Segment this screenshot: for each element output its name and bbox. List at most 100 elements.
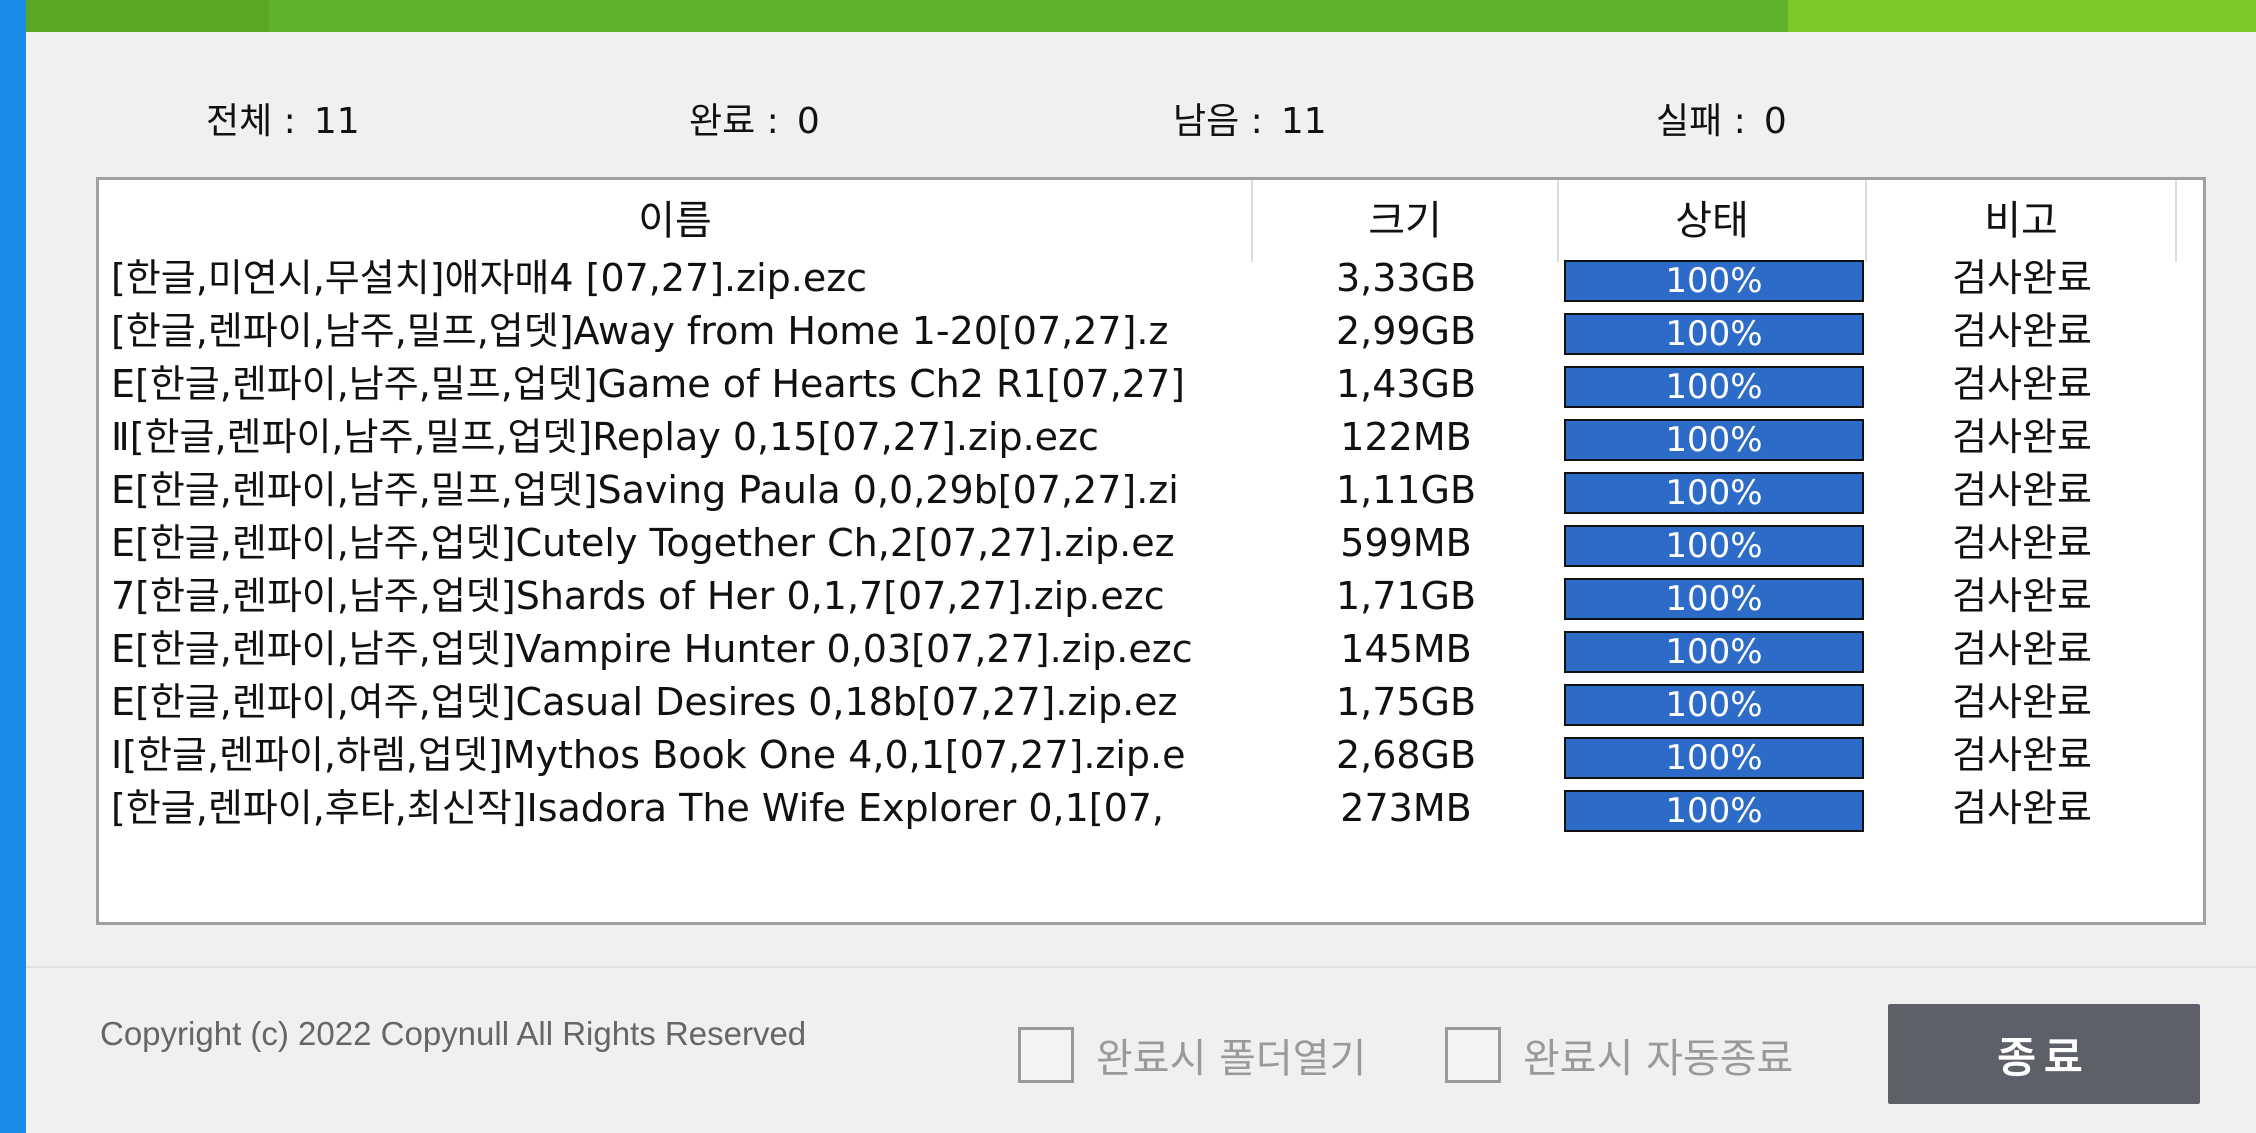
status-progress-text: 100%	[1665, 579, 1763, 619]
table-row[interactable]: Ⅱ[한글,렌파이,남주,밀프,업뎃]Replay 0,15[07,27].zip…	[99, 411, 2203, 464]
file-size-cell: 2,68GB	[1335, 733, 1477, 777]
status-progress-fill	[1566, 633, 1862, 671]
file-size-cell: 1,11GB	[1335, 468, 1477, 512]
open-folder-label[interactable]: 완료시 폴더열기	[1096, 1036, 1367, 1082]
status-progress-fill	[1566, 315, 1862, 353]
status-progress-text: 100%	[1665, 526, 1763, 566]
status-progress-bar: 100%	[1564, 737, 1864, 779]
done-count: 완료 : 0	[689, 92, 820, 144]
note-cell: 검사완료	[1952, 627, 2092, 671]
note-cell: 검사완료	[1952, 521, 2092, 565]
note-cell: 검사완료	[1952, 256, 2092, 300]
status-progress-bar: 100%	[1564, 419, 1864, 461]
open-folder-checkbox[interactable]: 완료시 폴더열기	[1018, 1025, 1366, 1085]
exit-button[interactable]: 종료	[1888, 1004, 2200, 1104]
overall-progress-fill	[269, 0, 1788, 32]
table-row[interactable]: [한글,미연시,무설치]애자매4 [07,27].zip.ezc 3,33GB 10…	[99, 252, 2203, 305]
status-progress-fill	[1566, 421, 1862, 459]
table-row[interactable]: E[한글,렌파이,여주,업뎃]Casual Desires 0,18b[07,2…	[99, 676, 2203, 729]
table-row[interactable]: E[한글,렌파이,남주,업뎃]Vampire Hunter 0,03[07,27…	[99, 623, 2203, 676]
summary-counts: 전체 : 11 완료 : 0 남음 : 11 실패 : 0	[26, 92, 2256, 142]
table-row[interactable]: [한글,렌파이,남주,밀프,업뎃]Away from Home 1-20[07,…	[99, 305, 2203, 358]
overall-progress-bar	[26, 0, 2256, 32]
file-size-cell: 2,99GB	[1335, 309, 1477, 353]
column-header-status[interactable]: 상태	[1559, 180, 1867, 262]
copyright-text: Copyright (c) 2022 Copynull All Rights R…	[100, 1015, 807, 1052]
file-size-cell: 273MB	[1340, 786, 1472, 830]
note-cell: 검사완료	[1952, 786, 2092, 830]
status-progress-bar: 100%	[1564, 366, 1864, 408]
status-progress-fill	[1566, 527, 1862, 565]
table-row[interactable]: E[한글,렌파이,남주,업뎃]Cutely Together Ch,2[07,2…	[99, 517, 2203, 570]
status-progress-text: 100%	[1665, 261, 1763, 301]
file-list[interactable]: 이름 크기 상태 비고 [한글,미연시,무설치]애자매4 [07,27].zip…	[96, 177, 2206, 925]
file-name-cell: I[한글,렌파이,하렘,업뎃]Mythos Book One 4,0,1[07,…	[111, 733, 1186, 777]
overall-progress-segment	[26, 0, 269, 32]
status-progress-bar: 100%	[1564, 631, 1864, 673]
note-cell: 검사완료	[1952, 680, 2092, 724]
file-size-cell: 1,75GB	[1335, 680, 1477, 724]
column-header-size[interactable]: 크기	[1253, 180, 1559, 262]
status-progress-text: 100%	[1665, 738, 1763, 778]
note-cell: 검사완료	[1952, 415, 2092, 459]
column-header-name[interactable]: 이름	[99, 180, 1253, 262]
status-progress-bar: 100%	[1564, 313, 1864, 355]
status-progress-bar: 100%	[1564, 525, 1864, 567]
status-progress-bar: 100%	[1564, 578, 1864, 620]
note-cell: 검사완료	[1952, 309, 2092, 353]
note-cell: 검사완료	[1952, 733, 2092, 777]
failed-count: 실패 : 0	[1656, 92, 1787, 144]
auto-exit-label[interactable]: 완료시 자동종료	[1523, 1036, 1794, 1082]
file-name-cell: E[한글,렌파이,남주,밀프,업뎃]Game of Hearts Ch2 R1[…	[111, 362, 1185, 406]
file-name-cell: [한글,미연시,무설치]애자매4 [07,27].zip.ezc	[111, 256, 868, 300]
auto-exit-checkbox[interactable]: 완료시 자동종료	[1445, 1025, 1793, 1085]
file-name-cell: 7[한글,렌파이,남주,업뎃]Shards of Her 0,1,7[07,27…	[111, 574, 1165, 618]
table-row[interactable]: [한글,렌파이,후타,최신작]Isadora The Wife Explorer…	[99, 782, 2203, 835]
total-value: 11	[313, 101, 360, 142]
auto-exit-checkbox-box[interactable]	[1445, 1027, 1501, 1083]
file-size-cell: 122MB	[1340, 415, 1472, 459]
note-cell: 검사완료	[1952, 362, 2092, 406]
table-row[interactable]: 7[한글,렌파이,남주,업뎃]Shards of Her 0,1,7[07,27…	[99, 570, 2203, 623]
status-progress-text: 100%	[1665, 367, 1763, 407]
status-progress-fill	[1566, 474, 1862, 512]
status-progress-fill	[1566, 739, 1862, 777]
file-size-cell: 1,43GB	[1335, 362, 1477, 406]
status-progress-fill	[1566, 368, 1862, 406]
status-progress-fill	[1566, 580, 1862, 618]
file-size-cell: 1,71GB	[1335, 574, 1477, 618]
file-name-cell: E[한글,렌파이,남주,업뎃]Cutely Together Ch,2[07,2…	[111, 521, 1175, 565]
total-label: 전체 :	[206, 101, 296, 142]
failed-value: 0	[1763, 101, 1787, 142]
file-size-cell: 3,33GB	[1335, 256, 1477, 300]
table-row[interactable]: E[한글,렌파이,남주,밀프,업뎃]Saving Paula 0,0,29b[0…	[99, 464, 2203, 517]
total-count: 전체 : 11	[206, 92, 360, 144]
column-header-note[interactable]: 비고	[1867, 180, 2177, 262]
checker-window: 전체 : 11 완료 : 0 남음 : 11 실패 : 0 이름 크기 상태 비고 [한…	[26, 0, 2256, 1133]
remaining-value: 11	[1280, 101, 1327, 142]
file-name-cell: Ⅱ[한글,렌파이,남주,밀프,업뎃]Replay 0,15[07,27].zip…	[111, 415, 1099, 459]
status-progress-text: 100%	[1665, 420, 1763, 460]
file-name-cell: [한글,렌파이,후타,최신작]Isadora The Wife Explorer…	[111, 786, 1165, 830]
status-progress-fill	[1566, 262, 1862, 300]
remaining-count: 남음 : 11	[1173, 92, 1327, 144]
desktop-background	[0, 0, 26, 1133]
file-size-cell: 599MB	[1340, 521, 1472, 565]
status-progress-bar: 100%	[1564, 790, 1864, 832]
file-name-cell: [한글,렌파이,남주,밀프,업뎃]Away from Home 1-20[07,…	[111, 309, 1169, 353]
status-progress-text: 100%	[1665, 632, 1763, 672]
file-rows: [한글,미연시,무설치]애자매4 [07,27].zip.ezc 3,33GB 10…	[99, 252, 2203, 835]
status-progress-fill	[1566, 686, 1862, 724]
status-progress-fill	[1566, 792, 1862, 830]
table-row[interactable]: E[한글,렌파이,남주,밀프,업뎃]Game of Hearts Ch2 R1[…	[99, 358, 2203, 411]
done-value: 0	[796, 101, 820, 142]
status-progress-bar: 100%	[1564, 260, 1864, 302]
footer-divider	[26, 966, 2256, 968]
open-folder-checkbox-box[interactable]	[1018, 1027, 1074, 1083]
file-name-cell: E[한글,렌파이,남주,밀프,업뎃]Saving Paula 0,0,29b[0…	[111, 468, 1179, 512]
failed-label: 실패 :	[1656, 101, 1746, 142]
status-progress-text: 100%	[1665, 314, 1763, 354]
status-progress-text: 100%	[1665, 473, 1763, 513]
table-row[interactable]: I[한글,렌파이,하렘,업뎃]Mythos Book One 4,0,1[07,…	[99, 729, 2203, 782]
file-name-cell: E[한글,렌파이,여주,업뎃]Casual Desires 0,18b[07,2…	[111, 680, 1178, 724]
